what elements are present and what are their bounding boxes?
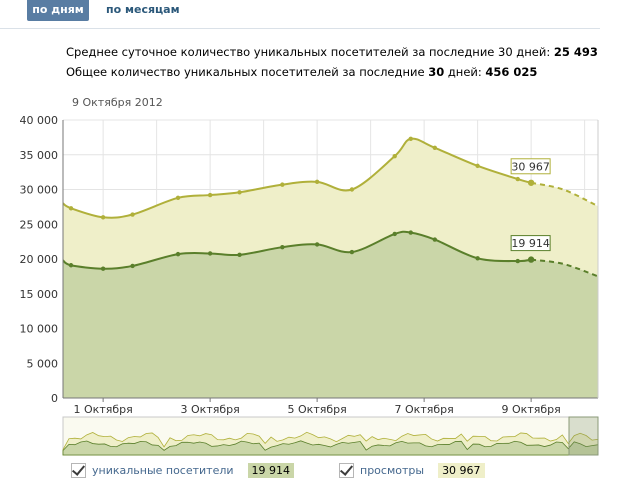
views-legend-value: 30 967 — [438, 462, 485, 478]
uniques-legend-label: уникальные посетители — [92, 463, 234, 477]
stats-total-days: 30 — [428, 65, 445, 79]
views-point — [408, 136, 413, 141]
x-tick-label: 3 Октября — [181, 403, 240, 416]
uniques-checkbox[interactable] — [71, 462, 86, 478]
uniques-line — [62, 230, 532, 270]
y-tick-label: 40 000 — [20, 114, 59, 127]
views-point — [392, 153, 397, 159]
y-tick-label: 30 000 — [20, 184, 59, 197]
views-point — [432, 145, 438, 150]
y-tick-label: 10 000 — [20, 323, 59, 336]
uniques-annotation-label: 19 914 — [511, 237, 550, 250]
views-point — [314, 179, 320, 185]
views-annotation-box — [510, 158, 551, 175]
legend-uniques[interactable]: уникальные посетители 19 914 — [71, 460, 295, 480]
y-tick-label: 35 000 — [20, 149, 59, 162]
uniques-point — [408, 230, 413, 235]
uniques-point — [175, 251, 181, 257]
uniques-point — [527, 256, 535, 263]
views-checkbox[interactable] — [339, 462, 354, 478]
uniques-point — [68, 263, 74, 268]
chart-axes — [62, 120, 599, 402]
uniques-point — [314, 242, 320, 247]
x-tick-label: 7 Октября — [395, 403, 454, 416]
chart-series — [62, 136, 599, 398]
y-tick-label: 5 000 — [27, 357, 59, 370]
x-tick-label: 9 Октября — [502, 403, 561, 416]
y-tick-label: 0 — [51, 392, 58, 405]
period-tabs: по дням по месяцам — [0, 0, 600, 29]
views-point — [527, 179, 535, 186]
uniques-point — [207, 251, 213, 256]
uniques-area — [63, 231, 598, 398]
hover-date-label: 9 Октября 2012 — [72, 96, 163, 109]
uniques-point — [280, 244, 285, 250]
chart-labels: 0 5 000 10 000 15 000 20 000 25 000 30 000 35 0… — [20, 96, 561, 416]
views-point — [175, 195, 181, 201]
uniques-point — [475, 256, 480, 261]
views-point — [349, 187, 355, 192]
tab-by-months[interactable]: по месяцам — [106, 3, 180, 16]
navigator — [62, 416, 599, 456]
views-point — [68, 206, 74, 211]
y-tick-label: 25 000 — [20, 218, 59, 231]
uniques-point — [515, 258, 520, 264]
views-legend-label: просмотры — [360, 463, 425, 477]
views-point — [100, 215, 106, 220]
uniques-point — [100, 266, 106, 271]
uniques-point — [237, 252, 242, 258]
stats-line-average: Среднее суточное количество уникальных п… — [66, 42, 598, 62]
stats-line-total: Общее количество уникальных посетителей … — [66, 62, 598, 82]
uniques-point — [392, 231, 397, 237]
x-tick-label: 5 Октября — [288, 403, 347, 416]
visitors-chart[interactable]: 0 5 000 10 000 15 000 20 000 25 000 30 000 35 0… — [0, 0, 627, 460]
views-point — [207, 192, 213, 198]
stats-average-value: 25 493 — [553, 45, 598, 59]
uniques-legend-value: 19 914 — [247, 462, 295, 478]
y-tick-label: 20 000 — [20, 253, 59, 266]
stats-average-label: Среднее суточное количество уникальных п… — [66, 45, 551, 59]
views-point — [130, 212, 135, 217]
uniques-annotation-box — [510, 235, 551, 252]
views-point — [515, 176, 520, 182]
x-tick-label: 1 Октября — [74, 403, 133, 416]
tab-by-days[interactable]: по дням — [27, 0, 89, 21]
stats-summary: Среднее суточное количество уникальных п… — [66, 42, 598, 82]
views-point — [280, 182, 285, 187]
stats-total-mid: дней: — [447, 65, 482, 79]
stats-total-label: Общее количество уникальных посетителей … — [66, 65, 425, 79]
views-point — [237, 190, 242, 195]
uniques-point — [130, 263, 135, 269]
views-annotation-label: 30 967 — [511, 160, 550, 173]
views-line — [62, 137, 532, 219]
uniques-point — [349, 249, 355, 255]
y-tick-label: 15 000 — [20, 288, 59, 301]
navigator-selection-window — [568, 416, 599, 456]
stats-total-value: 456 025 — [485, 65, 538, 79]
views-point — [475, 163, 480, 169]
uniques-point — [432, 237, 438, 242]
navigator-uniques-area — [62, 440, 599, 456]
legend-views[interactable]: просмотры 30 967 — [339, 460, 485, 480]
